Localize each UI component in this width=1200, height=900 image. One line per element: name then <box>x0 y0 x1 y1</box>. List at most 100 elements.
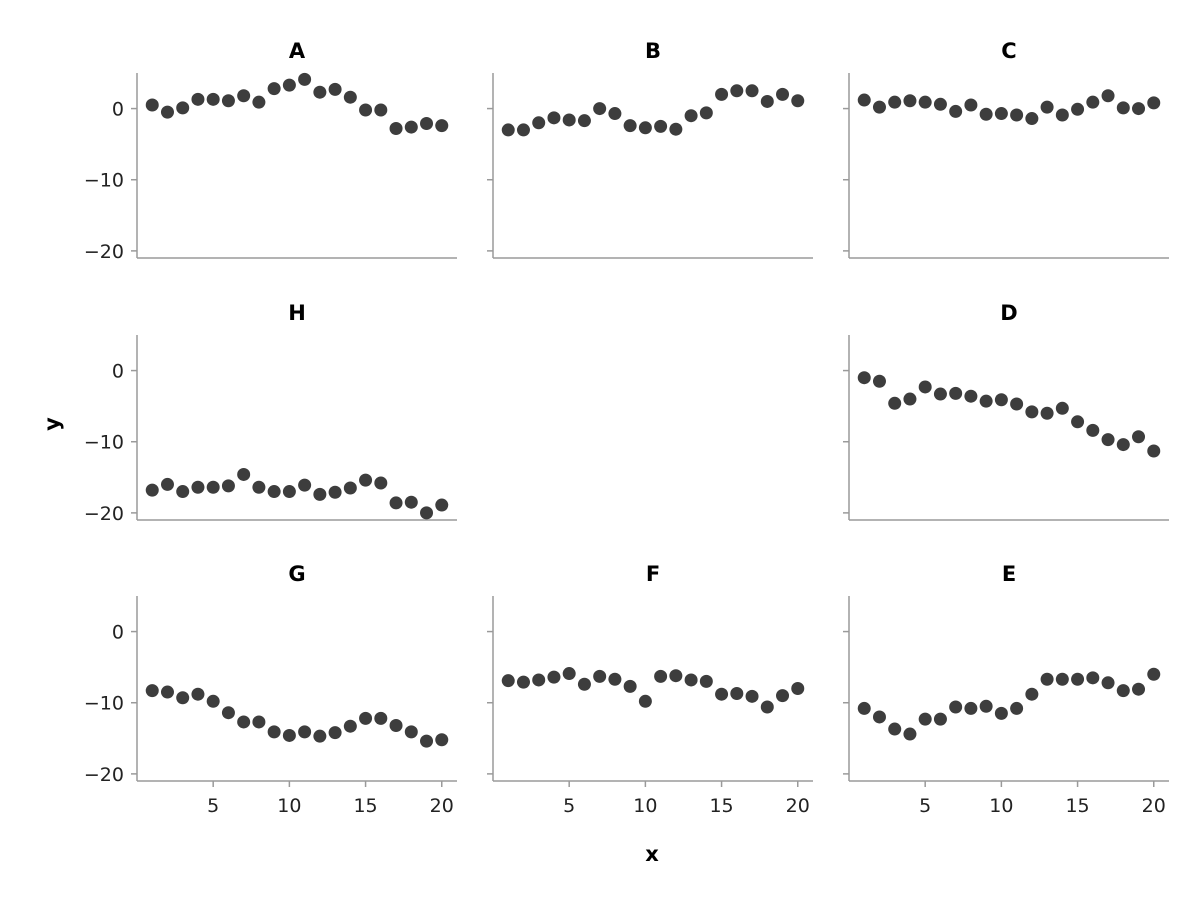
data-point <box>1025 405 1039 419</box>
data-point <box>252 715 266 729</box>
data-point <box>654 119 668 133</box>
data-point <box>949 104 963 118</box>
data-point <box>1101 433 1115 447</box>
panel-title: H <box>288 301 306 325</box>
data-point <box>160 477 174 491</box>
data-point <box>730 686 744 700</box>
data-point <box>933 387 947 401</box>
panel-title: G <box>288 562 305 586</box>
data-point <box>730 84 744 98</box>
data-point <box>872 100 886 114</box>
data-point <box>176 691 190 705</box>
data-point <box>964 389 978 403</box>
data-point <box>145 98 159 112</box>
x-tick-label: 10 <box>633 795 657 817</box>
data-point <box>191 92 205 106</box>
data-point <box>1101 89 1115 103</box>
data-point <box>282 78 296 92</box>
data-point <box>1132 682 1146 696</box>
data-point <box>964 98 978 112</box>
data-point <box>776 87 790 101</box>
data-point <box>160 105 174 119</box>
data-point <box>1147 667 1161 681</box>
data-point <box>145 684 159 698</box>
data-point <box>745 84 759 98</box>
data-point <box>699 674 713 688</box>
data-point <box>638 694 652 708</box>
data-point <box>1116 684 1130 698</box>
data-point <box>359 103 373 117</box>
panel-title: C <box>1001 39 1016 63</box>
data-point <box>776 689 790 703</box>
panel-D: D <box>843 301 1169 521</box>
data-point <box>343 90 357 104</box>
panel-title: F <box>646 562 660 586</box>
data-point <box>745 689 759 703</box>
x-tick-label: 20 <box>1142 795 1166 817</box>
panel-H: H 0 −10 −20 <box>84 301 457 525</box>
data-point <box>404 725 418 739</box>
data-point <box>1025 687 1039 701</box>
data-point <box>949 700 963 714</box>
data-point <box>608 672 622 686</box>
data-point <box>684 673 698 687</box>
data-point <box>857 701 871 715</box>
panel-title: E <box>1002 562 1016 586</box>
data-point <box>1071 415 1085 429</box>
data-point <box>404 120 418 134</box>
data-point <box>918 95 932 109</box>
y-tick-label: −20 <box>84 241 124 263</box>
data-point <box>359 711 373 725</box>
data-point <box>760 94 774 108</box>
data-point <box>888 95 902 109</box>
data-point <box>1025 112 1039 126</box>
data-point <box>374 103 388 117</box>
data-point <box>1086 423 1100 437</box>
data-point <box>298 478 312 492</box>
data-point <box>1132 430 1146 444</box>
data-point <box>760 700 774 714</box>
panel-A: A 0 −10 −20 <box>84 39 457 263</box>
data-point <box>979 699 993 713</box>
data-point <box>1010 108 1024 122</box>
data-point <box>1086 95 1100 109</box>
data-point <box>888 396 902 410</box>
panel-C: C <box>843 39 1169 259</box>
data-point <box>191 687 205 701</box>
data-point <box>1147 96 1161 110</box>
data-point <box>501 674 515 688</box>
x-tick-label: 5 <box>919 795 931 817</box>
y-tick-label: −20 <box>84 503 124 525</box>
data-point <box>872 374 886 388</box>
data-point <box>435 119 449 133</box>
y-tick-label: 0 <box>112 99 124 121</box>
data-point <box>176 101 190 115</box>
x-tick-label: 15 <box>353 795 377 817</box>
data-point <box>328 82 342 96</box>
data-point <box>145 483 159 497</box>
data-point <box>1071 672 1085 686</box>
data-point <box>1040 406 1054 420</box>
data-point <box>206 694 220 708</box>
data-point <box>699 106 713 120</box>
x-tick-label: 5 <box>207 795 219 817</box>
data-point <box>1040 100 1054 114</box>
data-point <box>420 734 434 748</box>
data-point <box>252 480 266 494</box>
y-tick-label: −10 <box>84 693 124 715</box>
data-point <box>623 679 637 693</box>
data-point <box>374 476 388 490</box>
data-point <box>903 727 917 741</box>
data-point <box>623 119 637 133</box>
x-tick-label: 10 <box>277 795 301 817</box>
panel-title: D <box>1000 301 1017 325</box>
y-axis-label: y <box>40 417 64 431</box>
data-point <box>389 496 403 510</box>
data-point <box>1010 701 1024 715</box>
data-point <box>857 371 871 385</box>
data-point <box>237 715 251 729</box>
data-point <box>608 107 622 121</box>
data-point <box>1055 108 1069 122</box>
data-point <box>791 94 805 108</box>
y-tick-label: 0 <box>112 622 124 644</box>
